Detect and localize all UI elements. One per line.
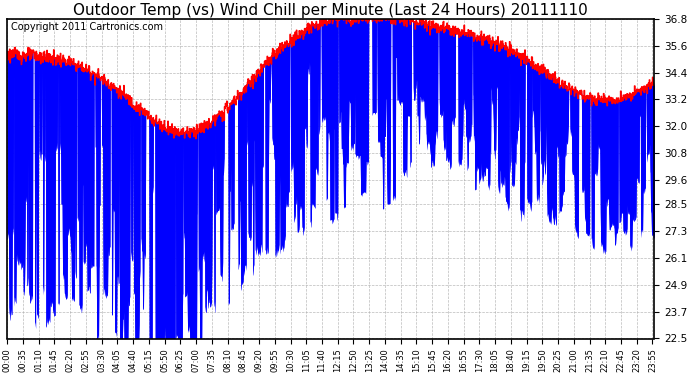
Title: Outdoor Temp (vs) Wind Chill per Minute (Last 24 Hours) 20111110: Outdoor Temp (vs) Wind Chill per Minute … <box>73 3 588 18</box>
Text: Copyright 2011 Cartronics.com: Copyright 2011 Cartronics.com <box>10 22 163 32</box>
